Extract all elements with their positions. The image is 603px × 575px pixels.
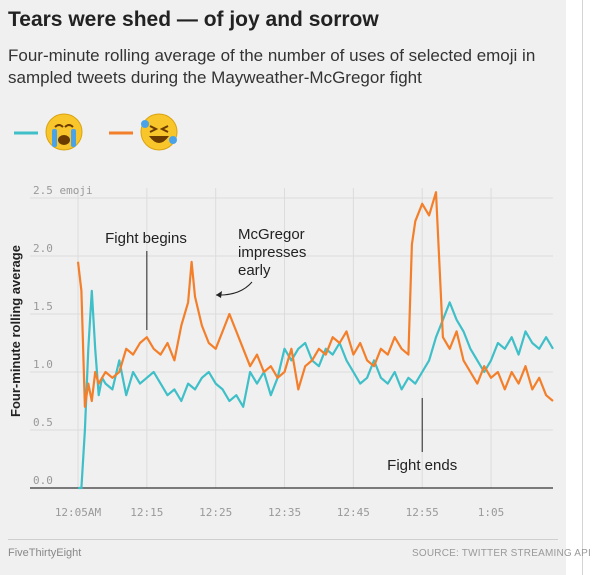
y-tick-label: 2.5 emoji xyxy=(33,184,93,197)
annotation-fight-ends: Fight ends xyxy=(387,457,457,474)
y-tick-label: 2.0 xyxy=(33,242,53,255)
y-tick-label: 0.5 xyxy=(33,416,53,429)
legend-emoji-1 xyxy=(140,113,178,151)
chart-subtitle: Four-minute rolling average of the numbe… xyxy=(8,46,536,87)
x-tick-label: 12:15 xyxy=(130,506,163,519)
annotation-mcgregor-line-1: impresses xyxy=(238,244,306,261)
x-tick-label: 12:55 xyxy=(406,506,439,519)
x-tick-label: 12:05AM xyxy=(55,506,102,519)
x-tick-label: 12:45 xyxy=(337,506,370,519)
series-line-0 xyxy=(78,289,554,490)
y-tick-label: 0.0 xyxy=(33,474,53,487)
emoji-feature-1-2 xyxy=(141,120,149,128)
emoji-feature-1-0 xyxy=(149,125,169,133)
emoji-face-1 xyxy=(140,113,178,151)
x-tick-label: 12:25 xyxy=(199,506,232,519)
x-tick-label: 1:05 xyxy=(478,506,505,519)
annotation-fight-begins: Fight begins xyxy=(105,230,187,247)
footer-divider xyxy=(8,539,558,540)
chart-card xyxy=(0,0,566,575)
emoji-feature-1-3 xyxy=(169,136,177,144)
y-axis-label: Four-minute rolling average xyxy=(8,245,23,417)
y-tick-label: 1.0 xyxy=(33,358,53,371)
footer-brand: FiveThirtyEight xyxy=(8,547,82,559)
page-divider xyxy=(582,0,583,575)
chart-title: Tears were shed — of joy and sorrow xyxy=(8,8,379,31)
emoji-feature-0-3 xyxy=(71,129,76,147)
footer-source: SOURCE: TWITTER STREAMING API xyxy=(412,548,591,559)
y-tick-label: 1.5 xyxy=(33,300,53,313)
emoji-feature-0-2 xyxy=(52,129,57,147)
emoji-feature-1-1 xyxy=(149,136,169,143)
annotation-mcgregor-line-0: McGregor xyxy=(238,226,305,243)
chart-plot: 0.0 0.5 1.0 1.5 2.0 2.5 emoji 12:05AM 12:15 12:2… xyxy=(8,113,554,519)
x-tick-label: 12:35 xyxy=(268,506,301,519)
emoji-feature-0-0 xyxy=(54,124,74,128)
annotation-mcgregor-line-2: early xyxy=(238,262,271,279)
series-line-1 xyxy=(76,191,554,408)
legend-emoji-0 xyxy=(45,113,83,151)
annotation-arrowhead-mcgregor xyxy=(216,291,222,298)
emoji-feature-0-1 xyxy=(58,135,70,145)
